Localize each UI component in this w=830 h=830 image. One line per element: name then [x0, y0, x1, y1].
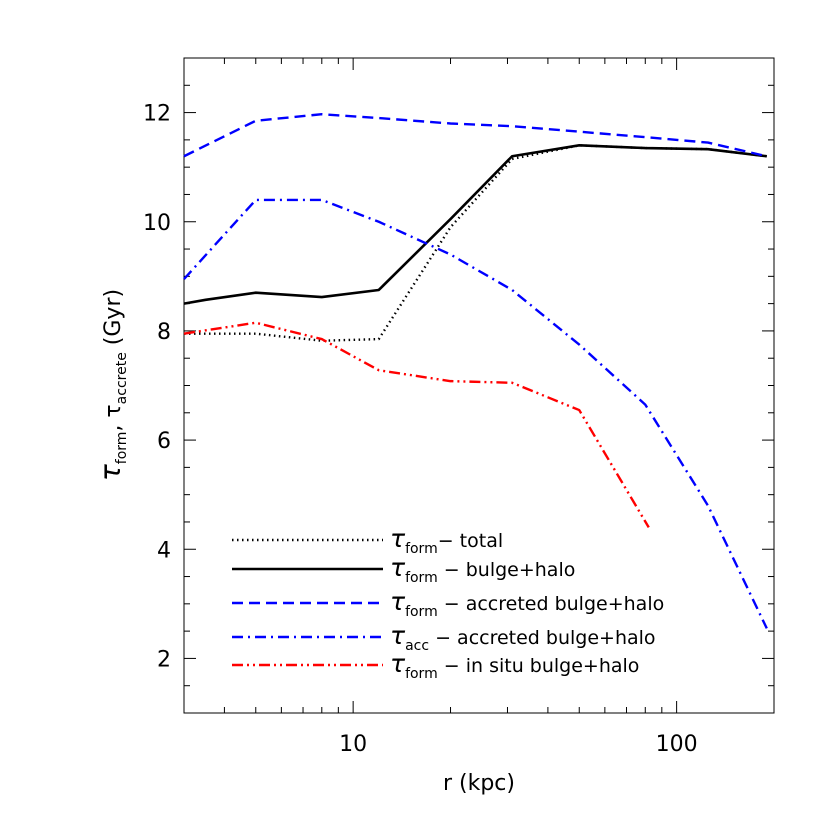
- legend-text: − in situ bulge+halo: [438, 655, 640, 677]
- legend-text: − accreted bulge+halo: [438, 593, 665, 615]
- legend-label-insitu: τform − in situ bulge+halo: [390, 649, 639, 682]
- legend-label-accreted_form: τform − accreted bulge+halo: [390, 587, 664, 620]
- x-tick-label: 10: [339, 732, 367, 757]
- y-axis-label: τform, τaccrete (Gyr): [94, 289, 130, 481]
- legend-label-accreted_acc: τacc − accreted bulge+halo: [390, 621, 656, 654]
- legend-tau: τ: [390, 587, 406, 616]
- axis-ticks: 2 4 6 8 10 12 10 100: [143, 57, 775, 757]
- legend-subscript: form: [405, 604, 438, 620]
- legend-subscript: acc: [405, 638, 429, 654]
- legend-tau: τ: [390, 621, 406, 650]
- legend-tau: τ: [390, 649, 406, 678]
- y-label-sep: , τ: [101, 404, 126, 431]
- legend-subscript: form: [405, 541, 438, 557]
- legend-text: − total: [438, 530, 503, 552]
- y-tick-label: 10: [143, 211, 171, 236]
- y-label-tau-1: τ: [94, 464, 127, 481]
- legend-subscript: form: [405, 666, 438, 682]
- y-tick-label: 2: [157, 647, 171, 672]
- legend-text: − accreted bulge+halo: [429, 627, 656, 649]
- legend-text: − bulge+halo: [438, 559, 576, 581]
- series-line-bulge_halo: [183, 144, 767, 305]
- legend-subscript: form: [405, 570, 438, 586]
- y-tick-label: 4: [157, 538, 171, 563]
- series-line-insitu: [183, 321, 650, 529]
- series-layer: [183, 113, 768, 629]
- legend-label-bulge_halo: τform − bulge+halo: [390, 553, 575, 586]
- series-line-total: [184, 144, 767, 342]
- y-tick-label: 6: [157, 429, 171, 454]
- legend-tau: τ: [390, 553, 406, 582]
- y-label-sub-accrete: accrete: [114, 352, 130, 404]
- y-label-sub-form: form: [114, 432, 130, 465]
- x-axis-label: r (kpc): [443, 771, 515, 796]
- x-tick-label: 100: [656, 732, 698, 757]
- series-line-accreted_form: [183, 113, 768, 158]
- legend-label-total: τform− total: [390, 524, 503, 557]
- series-line-accreted_acc: [183, 198, 768, 629]
- y-tick-label: 12: [143, 102, 171, 127]
- legend-tau: τ: [390, 524, 406, 553]
- y-label-unit: (Gyr): [101, 289, 126, 352]
- y-tick-label: 8: [157, 320, 171, 345]
